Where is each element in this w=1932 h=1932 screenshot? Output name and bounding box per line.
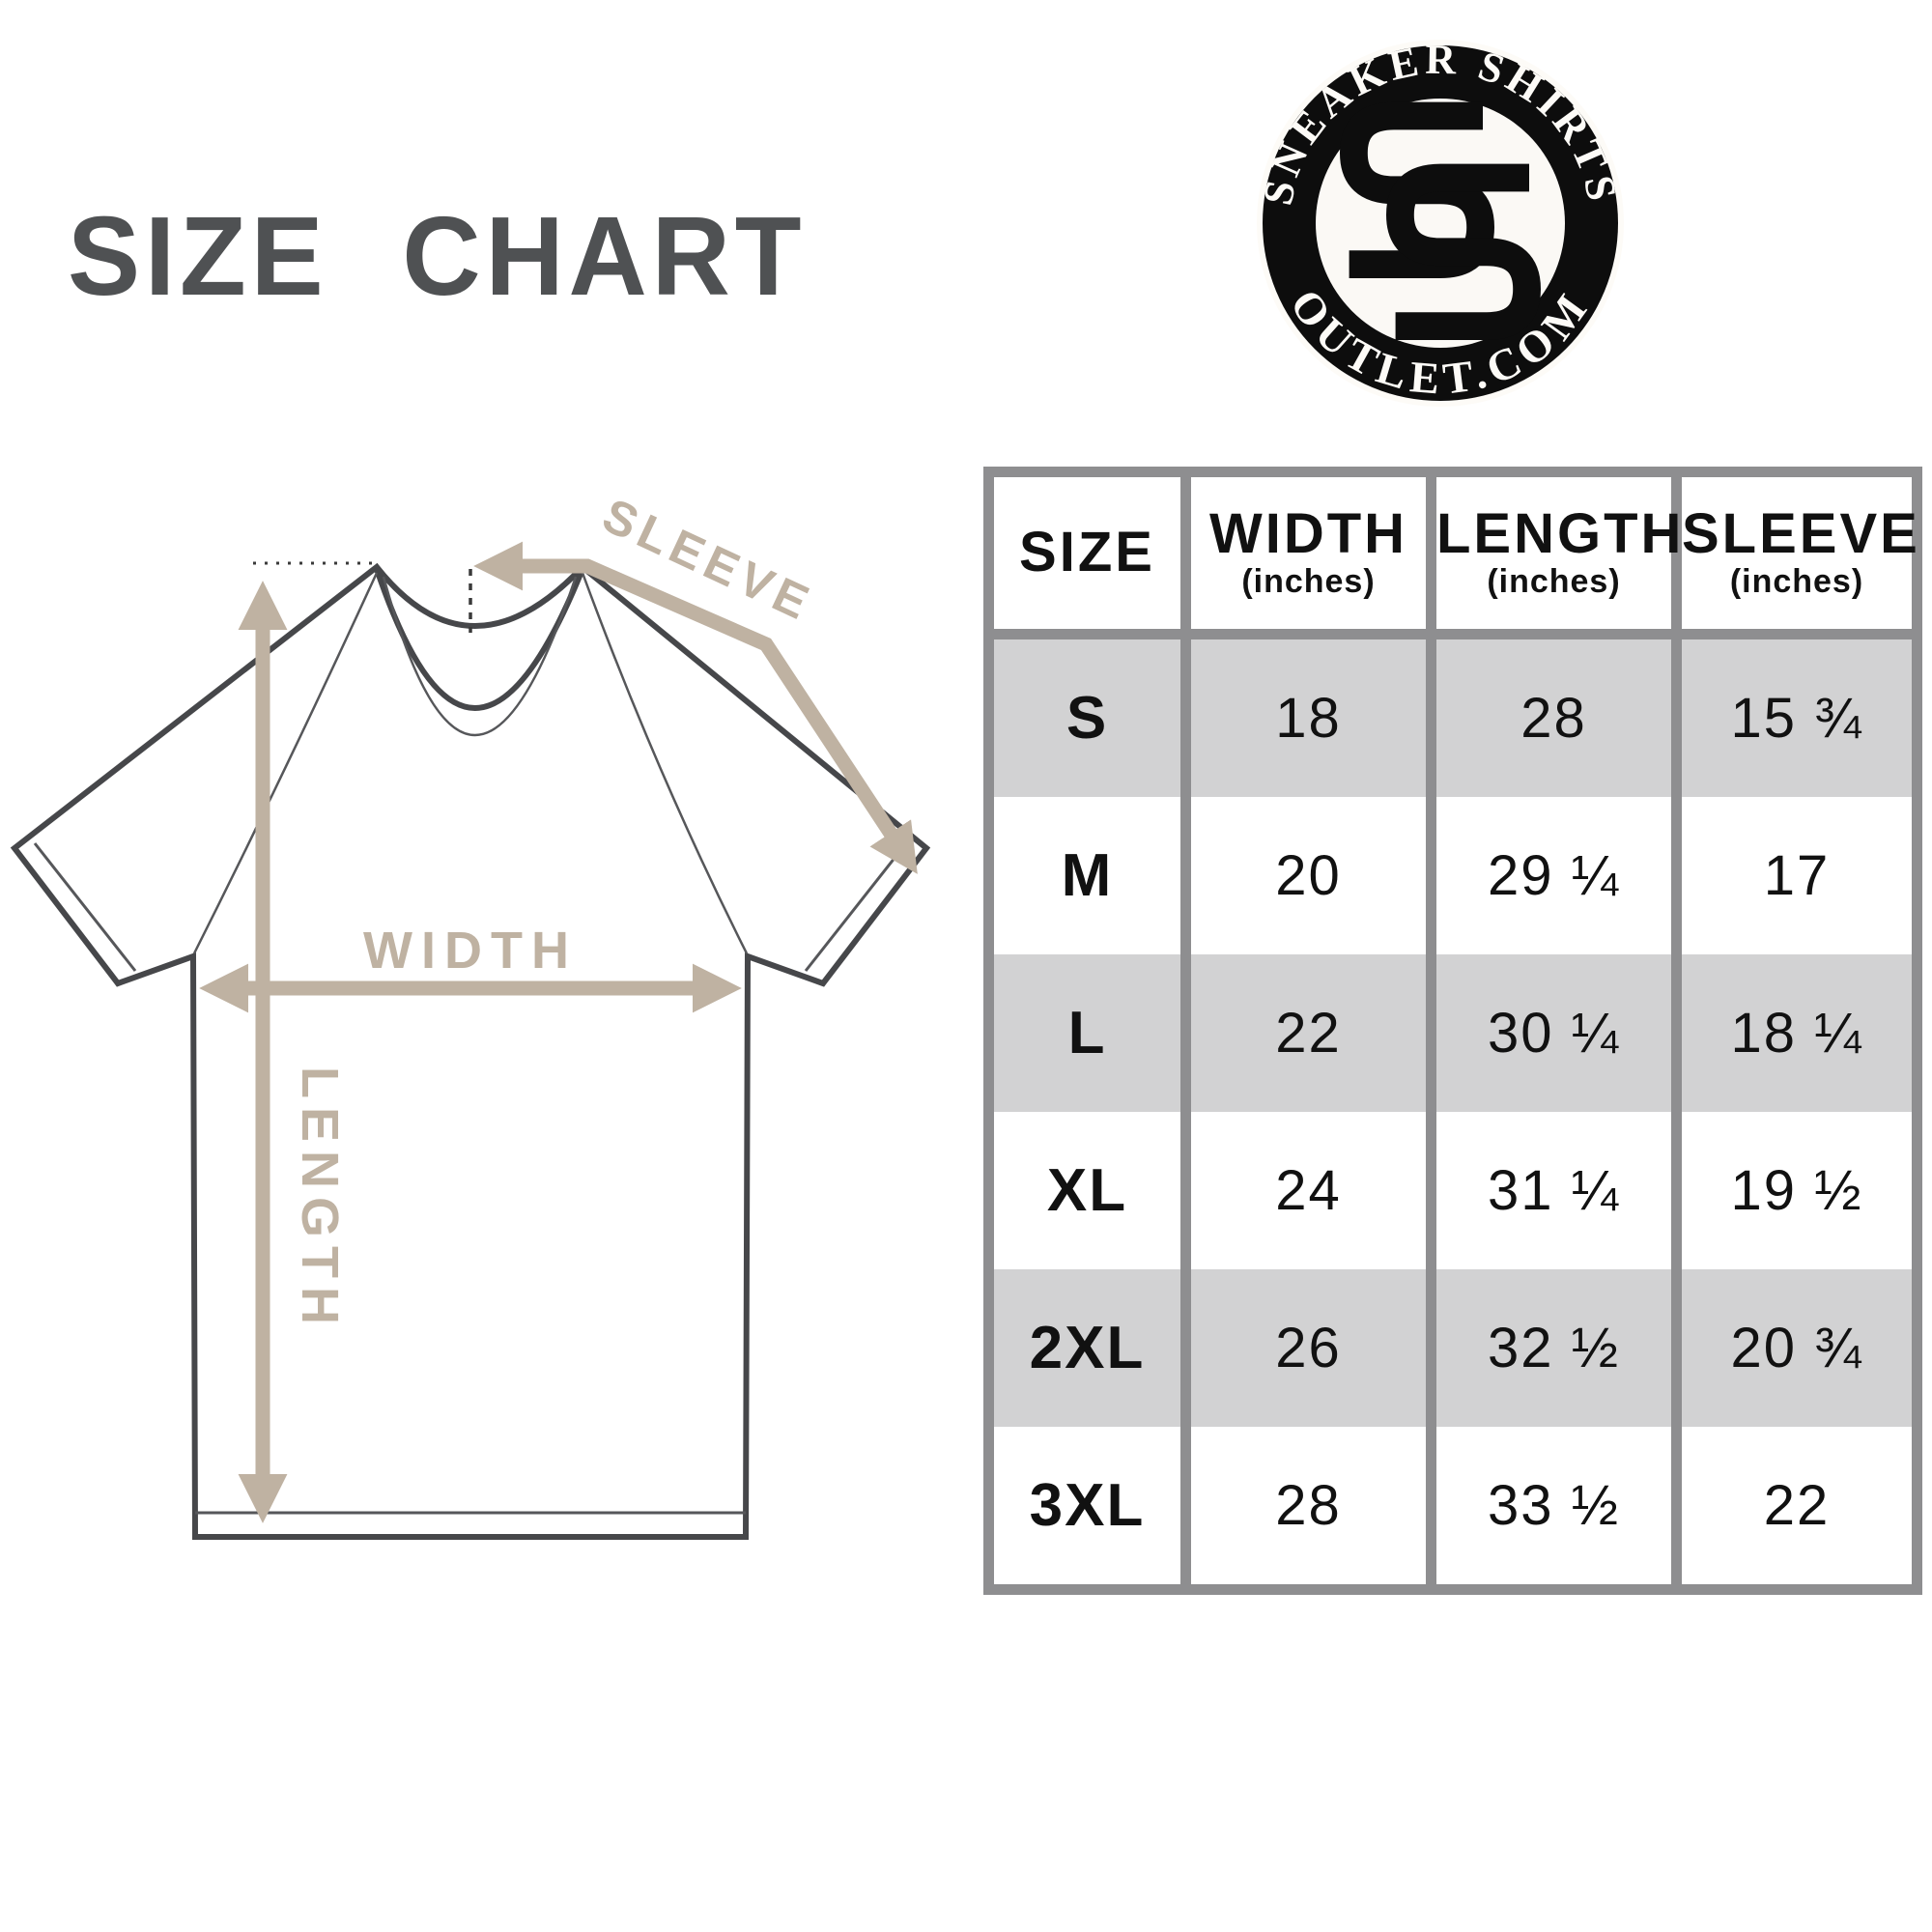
table-row-m: M 20 29 ¼ 17 bbox=[994, 797, 1912, 954]
logo-inner-disc bbox=[1316, 99, 1565, 348]
width-label: WIDTH bbox=[363, 922, 578, 980]
table-row-s: S 18 28 15 ¾ bbox=[994, 639, 1912, 797]
length-label: LENGTH bbox=[291, 1066, 349, 1333]
header-sleeve: SLEEVE (inches) bbox=[1671, 477, 1918, 639]
left-cuff-seam bbox=[33, 842, 137, 972]
page-title: SIZE CHART bbox=[68, 193, 807, 319]
table-row-2xl: 2XL 26 32 ½ 20 ¾ bbox=[994, 1269, 1912, 1427]
size-table-header: SIZE WIDTH (inches) LENGTH (inches) SLEE… bbox=[994, 477, 1918, 639]
table-row-l: L 22 30 ¼ 18 ¼ bbox=[994, 954, 1912, 1112]
table-row-xl: XL 24 31 ¼ 19 ½ bbox=[994, 1112, 1912, 1269]
header-size: SIZE bbox=[994, 477, 1180, 639]
table-row-3xl: 3XL 28 33 ½ 22 bbox=[994, 1427, 1912, 1584]
header-width: WIDTH (inches) bbox=[1180, 477, 1426, 639]
tshirt-measurement-diagram: WIDTH LENGTH SLEEVE bbox=[10, 488, 931, 1540]
header-length: LENGTH (inches) bbox=[1426, 477, 1681, 639]
size-table: SIZE WIDTH (inches) LENGTH (inches) SLEE… bbox=[983, 467, 1922, 1595]
tshirt-outline bbox=[10, 562, 931, 1540]
brand-logo: SNEAKER SHIRTS OUTLET.COM bbox=[1256, 39, 1624, 407]
sleeve-arrow bbox=[473, 541, 918, 874]
